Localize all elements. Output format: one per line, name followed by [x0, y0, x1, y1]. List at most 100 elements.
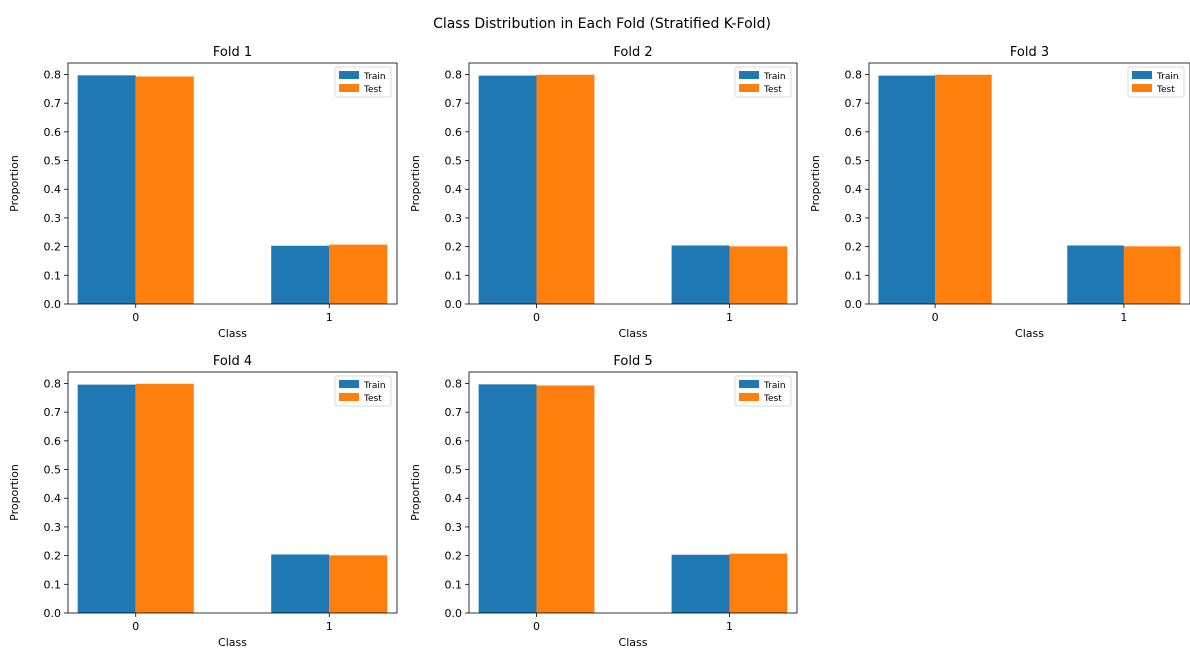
legend-swatch-train: [739, 380, 759, 388]
legend-swatch-test: [739, 84, 759, 92]
y-axis-label: Proportion: [8, 155, 21, 212]
legend-label-test: Test: [763, 394, 782, 404]
bar-train-class-1: [671, 554, 730, 613]
y-axis-label: Proportion: [409, 464, 422, 521]
x-tick-label: 1: [726, 311, 733, 324]
y-tick-label: 0.8: [44, 377, 62, 390]
subplot-title: Fold 4: [213, 354, 252, 369]
y-tick-label: 0.7: [44, 97, 62, 110]
y-tick-label: 0.6: [845, 126, 863, 139]
y-tick-label: 0.8: [845, 68, 863, 81]
x-axis-label: Class: [619, 327, 648, 340]
legend: Train Test: [734, 66, 792, 98]
y-tick-label: 0.4: [44, 492, 62, 505]
subplot-fold-3: 0.0 0.1 0.2 0.3 0.4 0.5 0.6 0.7 0.8 0 1 Fold 3 Class…: [809, 45, 1190, 340]
y-axis-label: Proportion: [8, 464, 21, 521]
y-tick-label: 0.7: [445, 406, 463, 419]
legend-label-train: Train: [363, 381, 386, 391]
y-tick-label: 0.5: [44, 464, 62, 477]
y-axis-label: Proportion: [809, 155, 822, 212]
y-tick-label: 0.4: [445, 183, 463, 196]
axes-frame: [468, 371, 798, 614]
y-tick-label: 0.7: [445, 97, 463, 110]
y-tick-label: 0.4: [845, 183, 863, 196]
axes-frame: [468, 62, 798, 305]
y-tick-label: 0.0: [44, 298, 62, 311]
y-tick-label: 0.6: [44, 435, 62, 448]
y-tick-label: 0.4: [445, 492, 463, 505]
x-tick-label: 0: [132, 620, 139, 633]
y-tick-label: 0.3: [445, 212, 463, 225]
y-tick-label: 0.3: [845, 212, 863, 225]
y-tick-label: 0.3: [44, 521, 62, 534]
y-tick-label: 0.0: [44, 607, 62, 620]
y-tick-label: 0.2: [845, 241, 863, 254]
bar-test-class-1: [729, 553, 788, 613]
x-axis-label: Class: [218, 636, 247, 646]
y-tick-label: 0.8: [44, 68, 62, 81]
bar-test-class-0: [135, 76, 194, 304]
legend-swatch-test: [1132, 84, 1152, 92]
legend-swatch-test: [739, 393, 759, 401]
legend-label-test: Test: [1156, 85, 1175, 95]
legend-label-test: Test: [363, 85, 382, 95]
axes-frame: [868, 62, 1190, 305]
x-tick-label: 1: [326, 620, 333, 633]
bar-test-class-1: [329, 555, 388, 613]
legend-swatch-test: [339, 84, 359, 92]
legend-swatch-train: [1132, 71, 1152, 79]
x-tick-label: 0: [932, 311, 939, 324]
axes-frame: [67, 371, 398, 614]
y-tick-label: 0.5: [845, 155, 863, 168]
y-tick-label: 0.5: [44, 155, 62, 168]
y-axis-label: Proportion: [409, 155, 422, 212]
y-tick-label: 0.6: [44, 126, 62, 139]
bar-test-class-0: [536, 74, 595, 304]
y-tick-label: 0.2: [445, 241, 463, 254]
legend-swatch-train: [739, 71, 759, 79]
legend-swatch-train: [339, 71, 359, 79]
legend-label-test: Test: [363, 394, 382, 404]
bar-test-class-1: [1123, 246, 1181, 304]
subplot-title: Fold 2: [613, 45, 652, 60]
y-tick-label: 0.4: [44, 183, 62, 196]
subplot-fold-1: 0.0 0.1 0.2 0.3 0.4 0.5 0.6 0.7 0.8 0 1 Fold 1 Class…: [8, 45, 398, 340]
x-tick-label: 1: [1120, 311, 1127, 324]
axes-frame: [67, 62, 398, 305]
x-axis-label: Class: [619, 636, 648, 646]
y-tick-label: 0.1: [445, 578, 463, 591]
y-tick-label: 0.5: [445, 155, 463, 168]
legend: Train Test: [1127, 66, 1185, 98]
y-tick-label: 0.2: [44, 241, 62, 254]
bar-train-class-0: [878, 75, 936, 304]
y-tick-label: 0.1: [44, 578, 62, 591]
x-tick-label: 1: [726, 620, 733, 633]
y-tick-label: 0.1: [44, 269, 62, 282]
y-tick-label: 0.0: [845, 298, 863, 311]
x-tick-label: 0: [533, 620, 540, 633]
bar-test-class-0: [536, 385, 595, 613]
bar-train-class-1: [271, 245, 330, 304]
y-tick-label: 0.7: [44, 406, 62, 419]
legend-label-train: Train: [1156, 72, 1179, 82]
y-tick-label: 0.6: [445, 435, 463, 448]
legend: Train Test: [334, 375, 392, 407]
bar-train-class-0: [478, 384, 537, 613]
x-tick-label: 1: [326, 311, 333, 324]
x-axis-label: Class: [218, 327, 247, 340]
legend-label-train: Train: [363, 72, 386, 82]
subplot-title: Fold 3: [1010, 45, 1049, 60]
y-tick-label: 0.5: [445, 464, 463, 477]
bar-train-class-0: [478, 75, 537, 304]
bar-test-class-0: [135, 383, 194, 613]
figure-suptitle: Class Distribution in Each Fold (Stratif…: [433, 16, 771, 32]
legend-label-train: Train: [763, 72, 786, 82]
bar-train-class-1: [671, 245, 730, 304]
y-tick-label: 0.3: [445, 521, 463, 534]
subplot-fold-5: 0.0 0.1 0.2 0.3 0.4 0.5 0.6 0.7 0.8 0 1 Fold 5 Class…: [409, 354, 798, 649]
y-tick-label: 0.3: [44, 212, 62, 225]
y-tick-label: 0.1: [445, 269, 463, 282]
legend-label-test: Test: [763, 85, 782, 95]
legend: Train Test: [734, 375, 792, 407]
